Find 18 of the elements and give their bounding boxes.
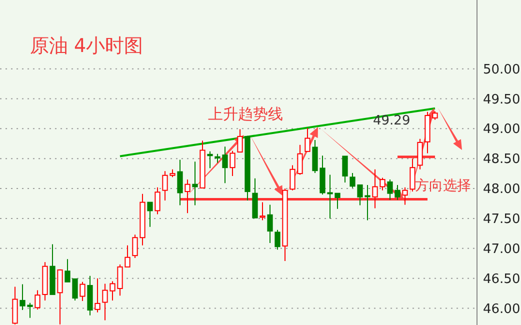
annotation: 49.29 bbox=[373, 113, 410, 128]
y-tick-label: 48.50 bbox=[483, 152, 520, 168]
y-tick-label: 46.50 bbox=[483, 272, 520, 287]
annotation: 上升趋势线 bbox=[208, 105, 283, 123]
candlestick bbox=[177, 159, 183, 206]
y-tick-label: 49.00 bbox=[483, 122, 520, 138]
text: 原油 4小时图 bbox=[30, 35, 144, 57]
candlestick bbox=[192, 161, 198, 206]
y-tick-label: 49.50 bbox=[483, 92, 520, 108]
y-tick-label: 50.00 bbox=[483, 62, 520, 78]
y-tick-label: 47.00 bbox=[483, 242, 520, 257]
y-tick-label: 47.50 bbox=[483, 212, 520, 228]
candlestick bbox=[87, 275, 93, 316]
y-tick-label: 48.00 bbox=[483, 182, 520, 198]
annotation: 方向选择 bbox=[415, 178, 471, 194]
candlestick bbox=[267, 204, 273, 244]
candlestick bbox=[184, 179, 190, 214]
y-tick-label: 46.00 bbox=[483, 302, 520, 317]
